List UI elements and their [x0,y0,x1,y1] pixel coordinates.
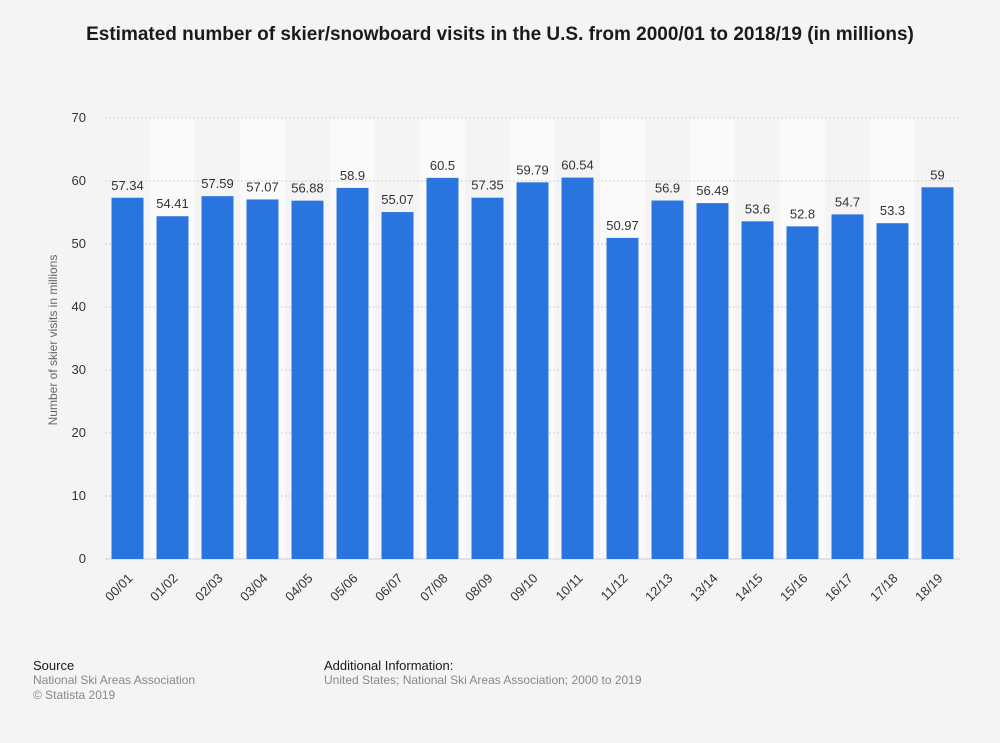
data-label: 56.88 [291,181,324,196]
y-tick-label: 0 [79,551,86,566]
bar[interactable] [831,214,864,559]
x-tick-label: 14/15 [732,571,766,605]
data-labels: 57.34 54.41 57.59 57.07 56.88 58.9 55.07 60.5 57… [111,158,945,233]
bar[interactable] [426,177,459,559]
data-label: 54.41 [156,196,189,211]
y-tick-label: 30 [72,362,86,377]
data-label: 50.97 [606,218,639,233]
data-label: 59.79 [516,162,549,177]
bar[interactable] [516,182,549,559]
x-tick-label: 03/04 [237,571,271,605]
data-label: 57.59 [201,176,234,191]
bar[interactable] [921,187,954,560]
x-tick-label: 04/05 [282,571,316,605]
x-tick-label: 06/07 [372,571,406,605]
bar[interactable] [291,200,324,559]
data-label: 59 [930,167,944,182]
additional-info-heading: Additional Information: [324,658,454,673]
x-axis-ticks: 00/01 01/02 02/03 03/04 04/05 05/06 06/07 07/08… [102,571,946,605]
bar[interactable] [201,196,234,560]
x-tick-label: 05/06 [327,571,361,605]
bar[interactable] [651,200,684,559]
data-label: 57.34 [111,178,144,193]
bar[interactable] [561,177,594,559]
additional-info-line: United States; National Ski Areas Associ… [324,673,642,687]
data-label: 52.8 [790,206,815,221]
bar[interactable] [156,216,189,560]
x-tick-label: 12/13 [642,571,676,605]
bar[interactable] [111,197,144,559]
x-tick-label: 08/09 [462,571,496,605]
y-tick-label: 50 [72,236,86,251]
x-tick-label: 10/11 [553,571,586,604]
bar[interactable] [606,237,639,559]
data-label: 56.9 [655,181,680,196]
data-label: 53.3 [880,203,905,218]
source-block: Source National Ski Areas Association © … [33,658,195,703]
x-tick-label: 18/19 [912,571,946,605]
data-label: 60.5 [430,158,455,173]
data-label: 58.9 [340,168,365,183]
x-tick-label: 09/10 [507,571,541,605]
data-label: 60.54 [561,158,594,173]
bar[interactable] [246,199,279,560]
data-label: 54.7 [835,194,860,209]
x-tick-label: 13/14 [687,571,721,605]
bars [111,177,954,560]
data-label: 57.35 [471,178,504,193]
x-tick-label: 02/03 [192,571,226,605]
bar[interactable] [381,212,414,559]
chart-title: Estimated number of skier/snowboard visi… [86,24,914,45]
bar[interactable] [471,197,504,559]
bar[interactable] [696,203,729,559]
data-label: 55.07 [381,192,414,207]
y-tick-label: 70 [72,110,86,125]
x-tick-label: 00/01 [102,571,136,605]
additional-info-block: Additional Information: United States; N… [324,658,642,688]
y-axis-title: Number of skier visits in millions [46,255,60,426]
data-label: 56.49 [696,183,729,198]
source-line[interactable]: National Ski Areas Association [33,673,196,687]
bar[interactable] [876,223,909,559]
y-tick-label: 10 [72,488,86,503]
x-tick-label: 11/12 [598,571,631,604]
y-tick-label: 60 [72,173,86,188]
y-tick-label: 20 [72,425,86,440]
x-tick-label: 15/16 [777,571,811,605]
y-tick-label: 40 [72,299,86,314]
data-label: 57.07 [246,179,279,194]
bar[interactable] [786,226,819,560]
bar[interactable] [741,221,774,559]
y-axis-ticks: 0 10 20 30 40 50 60 70 [72,110,86,566]
source-heading: Source [33,658,75,673]
x-tick-label: 16/17 [822,571,856,605]
x-tick-label: 01/02 [147,571,181,605]
x-tick-label: 17/18 [867,571,901,605]
x-tick-label: 07/08 [417,571,451,605]
copyright-line[interactable]: © Statista 2019 [33,688,116,702]
bar[interactable] [336,187,369,559]
data-label: 53.6 [745,201,770,216]
